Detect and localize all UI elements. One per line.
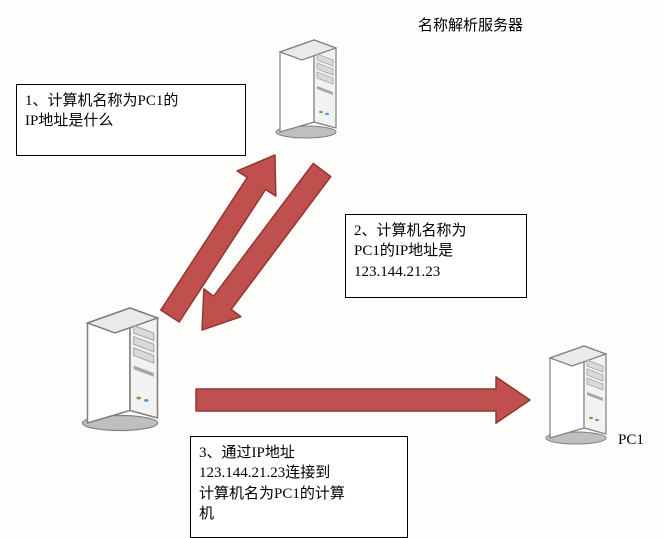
pc1-label: PC1 [618,432,644,449]
step3-box: 3、通过IP地址123.144.21.23连接到计算机名为PC1的计算机 [190,436,408,538]
dns-server-label: 名称解析服务器 [418,14,523,35]
pc1-server-icon [546,346,606,444]
dns-server-icon [276,40,336,138]
step2-box: 2、计算机名称为PC1的IP地址是123.144.21.23 [345,214,527,298]
step1-box: 1、计算机名称为PC1的IP地址是什么 [16,84,246,156]
diagram-canvas: 1、计算机名称为PC1的IP地址是什么 2、计算机名称为PC1的IP地址是123… [0,0,665,536]
client-server-icon [83,308,158,431]
arrow-connect [196,377,530,423]
